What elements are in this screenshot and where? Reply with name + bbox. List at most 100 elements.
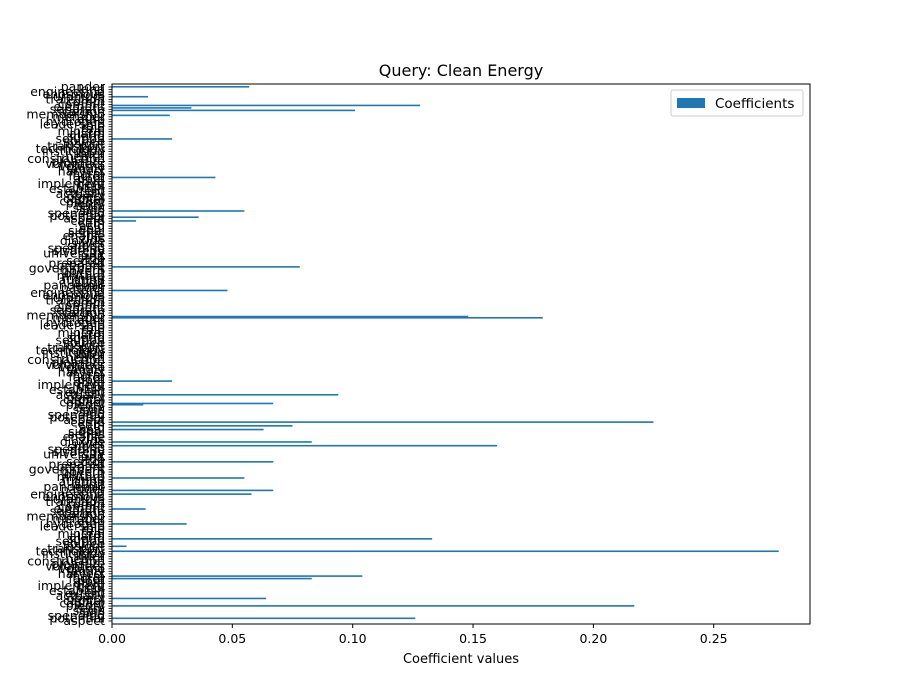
- y-axis-tick-labels: aspectpotentialspendingsignsignstermplen…: [26, 79, 106, 628]
- y-tick-label-53: pander: [61, 481, 106, 496]
- y-tick-label-44: separate: [50, 504, 105, 519]
- y-tick-label-150: spending: [48, 240, 105, 255]
- y-tick-label-14: implement: [38, 578, 106, 593]
- y-tick-label-115: alarm: [69, 327, 105, 342]
- x-tick-label-0: 0.00: [98, 631, 126, 646]
- y-tick-label-61: government: [29, 461, 105, 476]
- y-tick-label-159: acid: [79, 218, 105, 233]
- y-tick-label-16: dom: [77, 573, 105, 588]
- y-tick-label-173: extent: [65, 183, 105, 198]
- y-tick-label-84: sign: [79, 404, 105, 419]
- y-tick-label-210: transition: [45, 91, 105, 106]
- y-tick-label-15: drive: [73, 576, 105, 591]
- y-tick-label-42: membership: [26, 509, 105, 524]
- y-tick-label-93: establish: [49, 382, 105, 397]
- y-tick-label-54: pandemic: [43, 479, 105, 494]
- y-tick-label-21: volume: [59, 561, 106, 576]
- y-tick-label-102: volume: [59, 360, 106, 375]
- y-tick-label-17: factor: [68, 571, 105, 586]
- y-tick-label-186: construction: [27, 151, 105, 166]
- y-tick-label-82: potential: [49, 409, 105, 424]
- y-tick-label-37: role: [81, 521, 105, 536]
- y-tick-label-109: technology: [36, 342, 106, 357]
- y-tick-label-0: aspect: [63, 613, 105, 628]
- y-tick-label-120: hydrogen: [46, 315, 105, 330]
- y-tick-label-155: enable: [63, 228, 106, 243]
- y-tick-label-3: sign: [79, 606, 105, 621]
- bar-32: [112, 114, 170, 117]
- y-tick-label-87: plenty: [66, 397, 106, 412]
- y-tick-label-7: conflict: [59, 596, 105, 611]
- y-tick-label-192: insight: [63, 136, 105, 151]
- y-tick-label-184: volunteer: [45, 156, 106, 171]
- bar-18: [112, 421, 654, 423]
- y-tick-label-172: actually: [56, 186, 106, 201]
- bar-37: [112, 86, 250, 88]
- y-tick-label-83: spending: [48, 407, 105, 422]
- y-tick-label-138: mining: [62, 270, 105, 285]
- y-tick-label-39: hydrogen: [46, 516, 105, 531]
- y-tick-label-144: prepared: [48, 255, 105, 270]
- y-tick-label-139: mixture: [57, 268, 106, 283]
- y-tick-label-81: aspect: [63, 412, 105, 427]
- y-tick-label-55: audit: [73, 476, 105, 491]
- y-tick-label-212: enormous: [43, 86, 105, 101]
- y-tick-label-122: member: [52, 310, 106, 325]
- bar-14: [112, 444, 498, 447]
- y-tick-label-46: commit: [58, 499, 105, 514]
- y-tick-label-146: stop: [78, 250, 105, 265]
- chart-title: Query: Clean Energy: [379, 61, 543, 80]
- bar-33: [112, 109, 356, 112]
- y-tick-label-181: harvest: [58, 163, 105, 178]
- y-tick-label-211: uranium: [53, 89, 105, 104]
- bar-22: [112, 380, 173, 382]
- y-tick-label-75: series: [68, 427, 105, 442]
- y-tick-label-66: unit: [81, 449, 105, 464]
- y-axis-ticks: [108, 86, 112, 622]
- y-tick-label-180: harm: [72, 166, 105, 181]
- y-tick-label-56: auction: [59, 474, 105, 489]
- y-tick-label-110: transport: [47, 340, 105, 355]
- y-tick-label-29: transport: [47, 541, 105, 556]
- y-tick-label-8: capital: [63, 593, 105, 608]
- y-tick-label-208: commit: [58, 96, 105, 111]
- y-tick-label-67: university: [43, 447, 105, 462]
- bar-7: [112, 538, 433, 540]
- y-tick-label-127: commit: [58, 298, 105, 313]
- bar-6: [112, 545, 127, 548]
- y-tick-label-123: membership: [26, 308, 105, 323]
- y-tick-label-77: coal: [79, 422, 105, 437]
- y-tick-label-20: family: [66, 563, 105, 578]
- bar-26: [112, 266, 300, 268]
- y-tick-label-215: pander: [61, 79, 106, 94]
- x-axis-label: Coefficient values: [403, 652, 519, 667]
- bar-9: [112, 508, 146, 510]
- bar-1: [112, 605, 635, 607]
- y-tick-label-163: potential: [49, 208, 105, 223]
- y-tick-label-72: dioxide: [60, 434, 105, 449]
- y-tick-label-73: zinc: [80, 432, 105, 447]
- y-tick-label-145: sector: [66, 253, 106, 268]
- y-tick-label-59: output: [64, 466, 105, 481]
- y-tick-label-152: silver: [71, 235, 106, 250]
- y-tick-label-169: conflict: [59, 193, 105, 208]
- y-tick-label-141: govern: [61, 263, 105, 278]
- y-tick-label-34: alarm: [69, 529, 105, 544]
- bar-5: [112, 550, 779, 553]
- y-tick-label-103: volunteer: [45, 357, 106, 372]
- y-tick-label-71: silver: [71, 437, 106, 452]
- y-tick-label-12: establish: [49, 583, 105, 598]
- y-tick-label-69: spending: [48, 442, 105, 457]
- y-tick-label-49: uranium: [53, 491, 105, 506]
- y-tick-label-170: capital: [63, 191, 105, 206]
- y-tick-label-36: rain: [81, 524, 105, 539]
- bar-series: [112, 86, 779, 620]
- y-tick-label-157: signal: [68, 223, 105, 238]
- y-tick-label-78: acid: [79, 419, 105, 434]
- y-tick-label-11: extent: [65, 586, 105, 601]
- bar-34: [112, 107, 192, 109]
- y-tick-label-47: comm: [66, 496, 105, 511]
- x-tick-label-4: 0.20: [579, 631, 607, 646]
- y-tick-label-199: role: [81, 119, 105, 134]
